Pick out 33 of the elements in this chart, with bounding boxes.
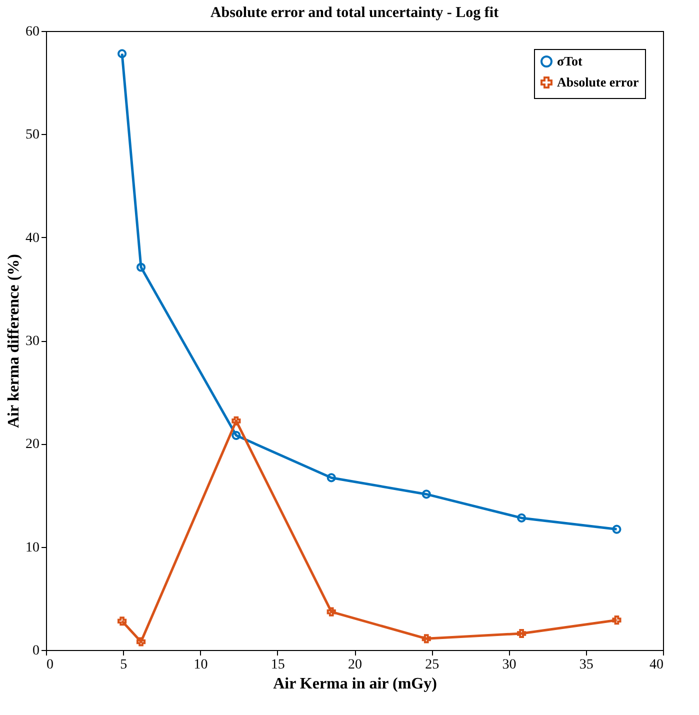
x-tick-label: 35 [579, 658, 594, 672]
point [612, 616, 622, 625]
y-tick-label: 0 [32, 644, 40, 658]
x-tick-label: 0 [46, 658, 54, 672]
point [232, 430, 241, 440]
y-axis-title: Air kerma difference (%) [6, 254, 22, 428]
point [118, 616, 127, 626]
x-tick-label: 30 [502, 658, 516, 672]
y-tick-label: 60 [26, 24, 40, 40]
x-tick-label: 15 [270, 658, 285, 672]
point [326, 473, 336, 482]
x-tick-label: 10 [194, 658, 208, 672]
x-tick-label: 25 [425, 658, 440, 672]
point [517, 628, 526, 638]
point [232, 416, 241, 426]
point [422, 634, 431, 644]
legend-label: σTot [557, 54, 584, 68]
legend-label: Absolute error [557, 74, 639, 90]
y-tick-label: 50 [26, 128, 40, 143]
point [326, 607, 336, 616]
point [517, 513, 526, 522]
point [422, 490, 431, 499]
y-tick-label: 30 [26, 334, 40, 349]
point [136, 637, 146, 646]
chart-title: Absolute error and total uncertainty - Log fit [210, 5, 499, 21]
x-tick-label: 20 [348, 658, 362, 672]
x-tick-label: 40 [650, 658, 664, 672]
y-tick-label: 20 [26, 437, 40, 452]
point [136, 262, 146, 272]
y-tick-label: 40 [26, 230, 40, 246]
y-tick-label: 10 [26, 540, 40, 556]
x-axis-title: Air Kerma in air (mGy) [273, 676, 437, 692]
x-tick-label: 5 [120, 658, 128, 672]
